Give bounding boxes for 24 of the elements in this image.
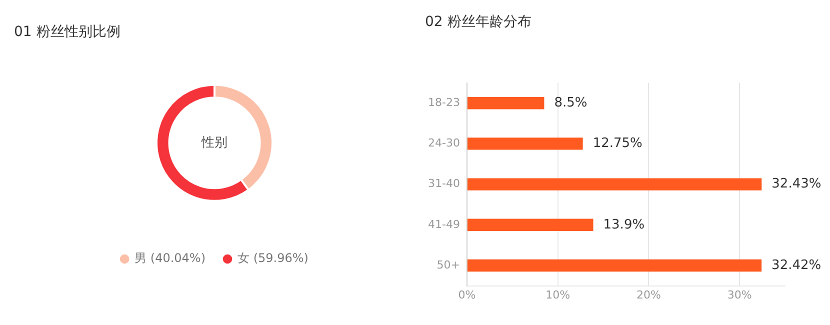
y-tick-label: 41-49	[428, 218, 460, 231]
x-tick-label: 20%	[636, 288, 661, 302]
y-tick-label: 18-23	[428, 96, 460, 109]
y-tick-label: 50+	[436, 258, 460, 272]
data-label: 8.5%	[554, 95, 588, 110]
legend-label: 男 (40.04%)	[134, 251, 206, 266]
chart-title: 02 粉丝年龄分布	[425, 14, 532, 30]
y-tick-label: 24-30	[428, 136, 460, 150]
chart-title: 01 粉丝性别比例	[14, 24, 120, 40]
text: 性别	[200, 135, 228, 150]
bar	[467, 138, 583, 150]
x-tick-label: 30%	[727, 288, 752, 302]
bar	[467, 97, 544, 110]
y-tick-label: 31-40	[428, 177, 460, 190]
data-label: 12.75%	[592, 136, 642, 152]
data-label: 13.9%	[603, 217, 645, 232]
data-label: 32.43%	[772, 176, 822, 192]
bar	[467, 178, 762, 190]
x-tick-label: 0%	[458, 288, 476, 302]
legend-label: 女 (59.96%)	[238, 251, 308, 266]
bar	[467, 218, 594, 231]
bar	[467, 259, 762, 272]
data-label: 32.42%	[772, 258, 822, 273]
x-tick-label: 10%	[546, 288, 570, 302]
